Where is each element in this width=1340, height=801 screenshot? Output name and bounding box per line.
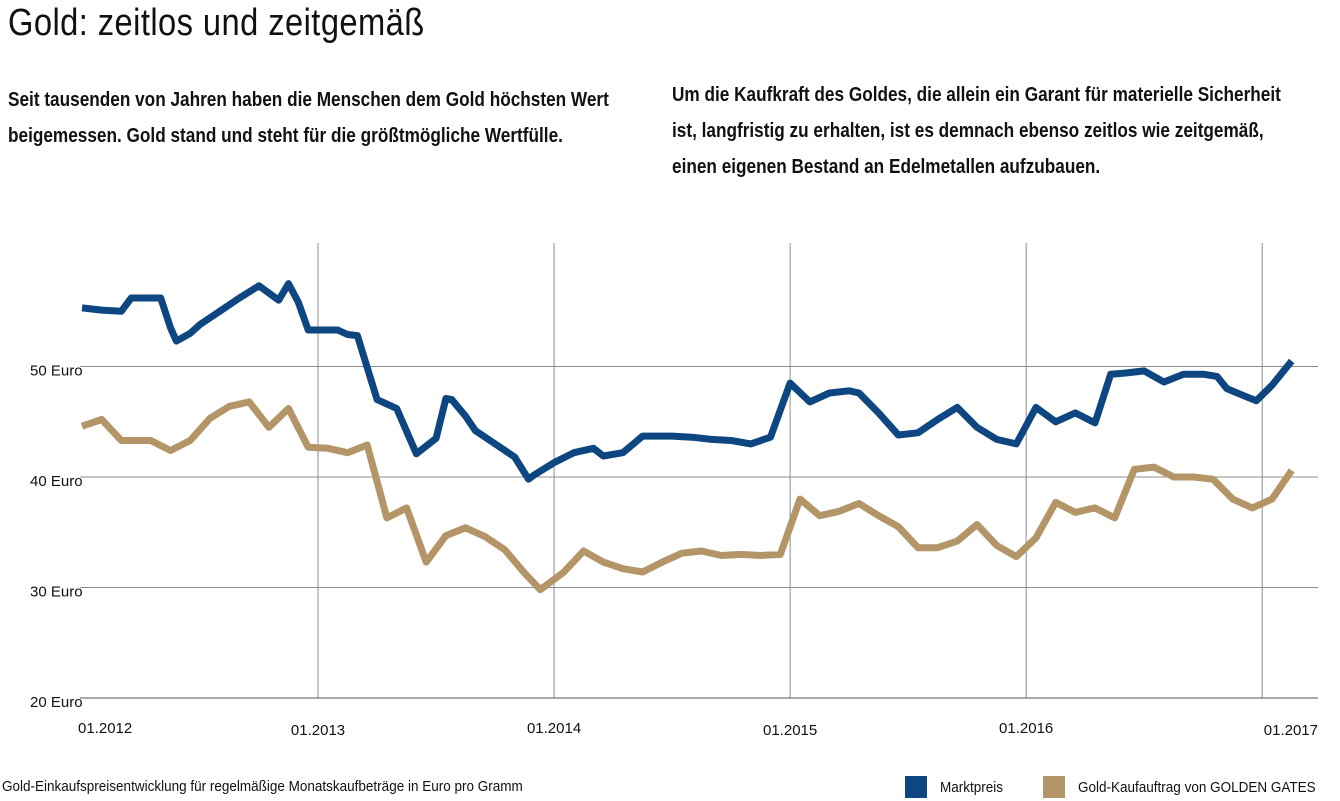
chart-axes: 50 Euro 40 Euro 30 Euro 20 Euro 01.2012 01.20… bbox=[30, 363, 1318, 739]
legend-item-gold-kaufauftrag: Gold-Kaufauftrag von GOLDEN GATES bbox=[1043, 776, 1340, 798]
y-tick-label: 40 Euro bbox=[30, 473, 83, 490]
x-tick-label: 01.2013 bbox=[291, 722, 345, 739]
chart-caption: Gold-Einkaufspreisentwicklung für regelm… bbox=[2, 778, 523, 795]
x-tick-label: 01.2017 bbox=[1264, 722, 1318, 739]
page-title: Gold: zeitlos und zeitgemäß bbox=[8, 2, 425, 44]
legend-swatch-gold-kaufauftrag bbox=[1043, 776, 1065, 798]
y-tick-label: 20 Euro bbox=[30, 694, 83, 711]
series-line-marktpreis bbox=[81, 280, 1295, 483]
series-line-gold-kaufauftrag bbox=[80, 398, 1295, 594]
intro-text-right: Um die Kaufkraft des Goldes, die allein … bbox=[672, 84, 1281, 178]
y-tick-label: 30 Euro bbox=[30, 584, 83, 601]
x-tick-label: 01.2015 bbox=[763, 722, 817, 739]
legend-item-marktpreis: Marktpreis bbox=[905, 776, 1010, 798]
legend-swatch-marktpreis bbox=[905, 776, 927, 798]
chart-series bbox=[80, 280, 1295, 594]
y-tick-label: 50 Euro bbox=[30, 363, 83, 380]
legend-label-marktpreis: Marktpreis bbox=[940, 778, 1004, 796]
x-tick-label: 01.2016 bbox=[999, 720, 1053, 737]
x-tick-label: 01.2012 bbox=[78, 720, 132, 737]
chart-grid bbox=[80, 243, 1318, 698]
legend-label-gold-kaufauftrag: Gold-Kaufauftrag von GOLDEN GATES bbox=[1078, 778, 1316, 796]
intro-text-left: Seit tausenden von Jahren haben die Mens… bbox=[8, 89, 609, 147]
x-tick-label: 01.2014 bbox=[527, 720, 581, 737]
